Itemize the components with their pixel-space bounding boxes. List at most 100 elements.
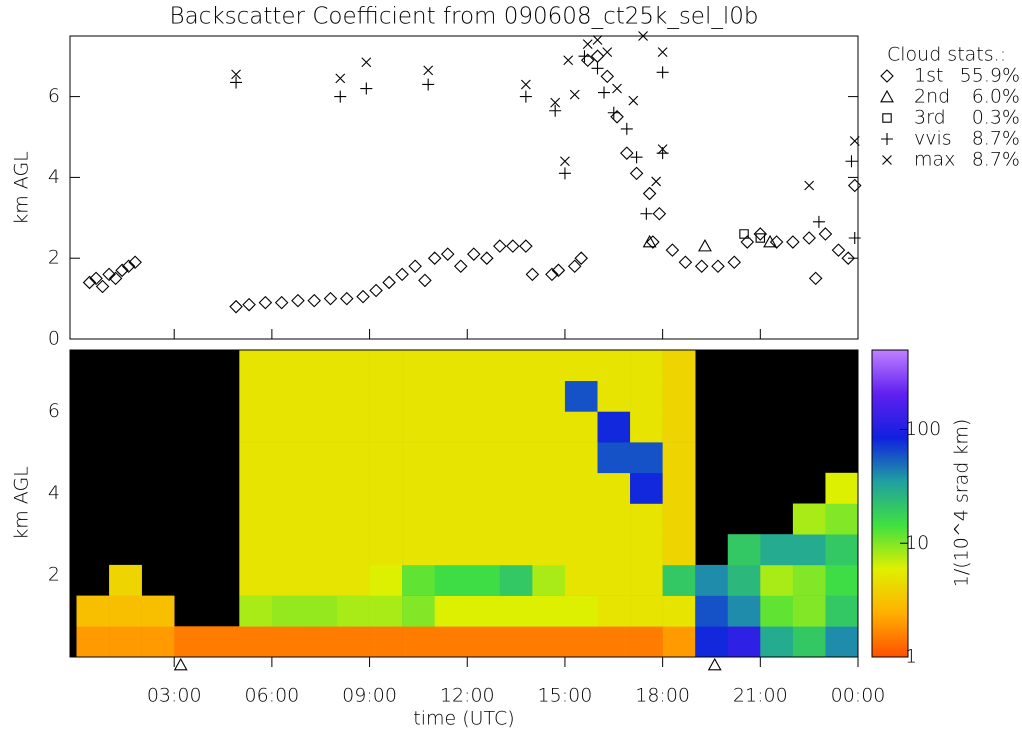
heatmap-cell xyxy=(662,564,696,596)
heatmap-cell xyxy=(630,595,663,627)
x-tick-label: 00:00 xyxy=(831,685,886,707)
point xyxy=(769,235,784,249)
heatmap-cell xyxy=(564,503,598,535)
heatmap-cell xyxy=(597,626,631,658)
point xyxy=(831,243,846,257)
point xyxy=(574,251,589,265)
heatmap-cell xyxy=(369,442,403,474)
point xyxy=(802,231,816,245)
heatmap-cell xyxy=(337,564,370,596)
point xyxy=(229,299,243,314)
point xyxy=(727,255,742,270)
point xyxy=(230,76,243,89)
point xyxy=(629,166,644,181)
heatmap-cell xyxy=(467,472,501,504)
point xyxy=(121,259,136,274)
point xyxy=(591,62,604,75)
heatmap-cell xyxy=(467,534,501,566)
heatmap-cell xyxy=(337,534,370,566)
heatmap-cell xyxy=(369,472,403,504)
point xyxy=(753,227,768,241)
heatmap-cell xyxy=(304,564,338,596)
point xyxy=(848,232,861,244)
heatmap-cell xyxy=(304,503,338,535)
top-frame xyxy=(69,35,859,340)
heatmap-cell xyxy=(662,595,696,627)
heatmap-cell xyxy=(402,350,435,381)
heatmap-cell xyxy=(402,380,435,412)
heatmap-cell xyxy=(369,503,403,535)
heatmap-cell xyxy=(271,350,305,381)
heatmap-cell xyxy=(532,595,566,627)
heatmap-cell xyxy=(467,442,501,474)
heatmap-cell xyxy=(467,595,501,627)
heatmap-cell xyxy=(402,595,435,627)
point xyxy=(506,239,520,253)
heatmap-cell xyxy=(792,534,826,566)
point xyxy=(480,251,494,265)
heatmap-cell xyxy=(630,472,663,504)
heatmap-cell xyxy=(467,503,501,535)
heatmap-cell xyxy=(792,564,826,596)
heatmap-cell xyxy=(662,442,696,474)
point xyxy=(550,97,561,108)
y-tick-label: 2 xyxy=(48,564,60,586)
heatmap-cell xyxy=(532,534,566,566)
point xyxy=(642,234,657,248)
point xyxy=(786,235,800,249)
point xyxy=(698,238,712,252)
heatmap-cell xyxy=(434,564,468,596)
point xyxy=(115,263,129,278)
heatmap-cell xyxy=(662,380,696,412)
point xyxy=(520,79,531,90)
heatmap-cell xyxy=(304,626,338,658)
point xyxy=(600,69,615,84)
point xyxy=(665,243,680,257)
y-tick-label: 6 xyxy=(48,400,60,422)
heatmap-cell xyxy=(109,564,142,596)
heatmap-cell xyxy=(337,472,370,504)
point xyxy=(453,259,468,274)
heatmap-cell xyxy=(662,350,696,381)
point xyxy=(382,275,396,290)
heatmap-cell xyxy=(304,411,338,443)
heatmap-cell xyxy=(564,626,598,658)
heatmap-cell xyxy=(532,472,566,504)
point xyxy=(423,65,434,76)
heatmap-cell xyxy=(304,350,338,381)
x-tick-label: 03:00 xyxy=(147,685,202,707)
heatmap-cell xyxy=(499,595,533,627)
chart-title: Backscatter Coefficient from 090608_ct25… xyxy=(170,4,759,30)
heatmap-cell xyxy=(337,350,370,381)
heatmap-cell xyxy=(304,534,338,566)
point xyxy=(607,106,620,119)
heatmap-cell xyxy=(271,595,305,627)
heatmap-cell xyxy=(825,503,859,535)
heatmap-cell xyxy=(467,626,501,658)
heatmap-cell xyxy=(727,534,761,566)
heatmap-cell xyxy=(792,503,826,535)
legend-stat: 6.0% xyxy=(972,86,1020,108)
heatmap-cell xyxy=(402,503,435,535)
heatmap-cell xyxy=(402,626,435,658)
point xyxy=(408,259,422,274)
heatmap-cell xyxy=(825,595,859,627)
heatmap-cell xyxy=(337,503,370,535)
heatmap-cell xyxy=(564,411,598,443)
heatmap-cell xyxy=(304,472,338,504)
heatmap-cell xyxy=(337,411,370,443)
heatmap-cell xyxy=(109,595,142,627)
heatmap-cell xyxy=(402,472,435,504)
heatmap-cell xyxy=(402,564,435,596)
point xyxy=(763,234,778,248)
x-tick-label: 15:00 xyxy=(538,685,593,707)
legend-title: Cloud stats.: xyxy=(887,44,1006,66)
point xyxy=(847,178,862,193)
heatmap-cell xyxy=(597,411,631,443)
point xyxy=(678,255,693,270)
point xyxy=(440,247,455,261)
heatmap-cell xyxy=(825,472,859,504)
point xyxy=(231,69,241,80)
heatmap-cell xyxy=(564,595,598,627)
point xyxy=(657,47,668,58)
